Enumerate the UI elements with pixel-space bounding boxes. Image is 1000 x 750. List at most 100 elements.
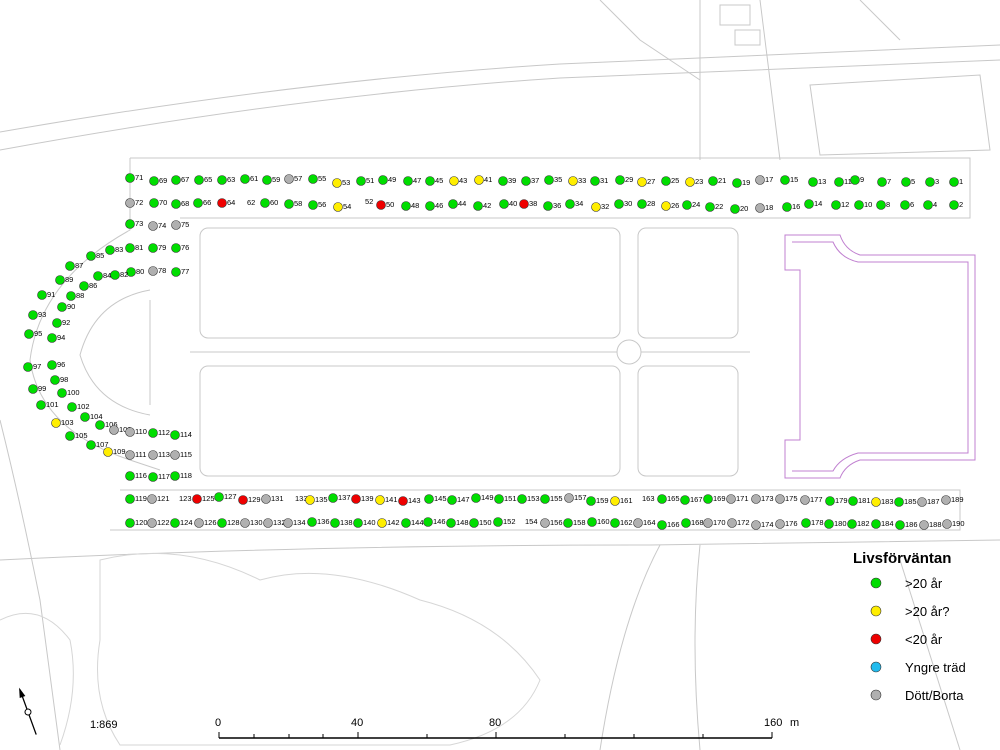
tree-marker[interactable] bbox=[305, 495, 315, 505]
tree-marker[interactable] bbox=[125, 198, 135, 208]
tree-marker[interactable] bbox=[565, 199, 575, 209]
tree-marker[interactable] bbox=[240, 518, 250, 528]
tree-marker[interactable] bbox=[148, 243, 158, 253]
tree-marker[interactable] bbox=[52, 318, 62, 328]
tree-point[interactable]: 181 bbox=[848, 496, 871, 506]
tree-point[interactable]: 2 bbox=[949, 200, 964, 210]
tree-point[interactable]: 40 bbox=[499, 199, 518, 209]
tree-point[interactable]: 102 bbox=[67, 402, 90, 412]
tree-point[interactable]: 3 bbox=[925, 177, 940, 187]
tree-point[interactable]: 63 bbox=[217, 175, 236, 185]
tree-point[interactable]: 152 bbox=[493, 517, 516, 527]
tree-marker[interactable] bbox=[877, 177, 887, 187]
tree-point[interactable]: 61 bbox=[240, 174, 259, 184]
tree-point[interactable]: 91 bbox=[37, 290, 56, 300]
tree-marker[interactable] bbox=[170, 450, 180, 460]
tree-marker[interactable] bbox=[871, 497, 881, 507]
tree-point[interactable]: 189 bbox=[941, 495, 964, 505]
tree-point[interactable]: 94 bbox=[47, 333, 66, 343]
tree-marker[interactable] bbox=[283, 518, 293, 528]
tree-marker[interactable] bbox=[103, 447, 113, 457]
tree-point[interactable]: 139 bbox=[351, 494, 374, 504]
tree-marker[interactable] bbox=[848, 496, 858, 506]
tree-point[interactable]: 147 bbox=[447, 495, 470, 505]
tree-marker[interactable] bbox=[894, 497, 904, 507]
tree-marker[interactable] bbox=[519, 199, 529, 209]
tree-point[interactable]: 158 bbox=[563, 518, 586, 528]
tree-point[interactable]: 154 bbox=[525, 517, 538, 526]
tree-marker[interactable] bbox=[637, 177, 647, 187]
tree-point[interactable]: 143 bbox=[398, 496, 421, 506]
tree-point[interactable]: 72 bbox=[125, 198, 144, 208]
tree-marker[interactable] bbox=[240, 174, 250, 184]
tree-marker[interactable] bbox=[125, 243, 135, 253]
tree-marker[interactable] bbox=[148, 472, 158, 482]
tree-marker[interactable] bbox=[125, 427, 135, 437]
tree-marker[interactable] bbox=[469, 518, 479, 528]
tree-marker[interactable] bbox=[284, 174, 294, 184]
tree-point[interactable]: 34 bbox=[565, 199, 584, 209]
tree-point[interactable]: 104 bbox=[80, 412, 103, 422]
tree-point[interactable]: 44 bbox=[448, 199, 467, 209]
tree-point[interactable]: 119 bbox=[125, 494, 147, 504]
tree-point[interactable]: 25 bbox=[661, 176, 680, 186]
tree-point[interactable]: 67 bbox=[171, 175, 190, 185]
tree-point[interactable]: 182 bbox=[847, 519, 870, 529]
tree-point[interactable]: 153 bbox=[517, 494, 540, 504]
tree-point[interactable]: 66 bbox=[193, 198, 212, 208]
tree-marker[interactable] bbox=[125, 450, 135, 460]
tree-point[interactable]: 15 bbox=[780, 175, 799, 185]
tree-marker[interactable] bbox=[171, 175, 181, 185]
tree-point[interactable]: 36 bbox=[543, 201, 562, 211]
tree-marker[interactable] bbox=[876, 200, 886, 210]
tree-point[interactable]: 23 bbox=[685, 177, 704, 187]
tree-marker[interactable] bbox=[36, 400, 46, 410]
tree-point[interactable]: 185 bbox=[894, 497, 917, 507]
tree-marker[interactable] bbox=[217, 198, 227, 208]
tree-marker[interactable] bbox=[260, 198, 270, 208]
tree-point[interactable]: 138 bbox=[330, 518, 353, 528]
tree-point[interactable]: 65 bbox=[194, 175, 213, 185]
tree-marker[interactable] bbox=[398, 496, 408, 506]
tree-point[interactable]: 87 bbox=[65, 261, 84, 271]
tree-point[interactable]: 144 bbox=[401, 518, 424, 528]
tree-point[interactable]: 27 bbox=[637, 177, 656, 187]
tree-marker[interactable] bbox=[217, 518, 227, 528]
tree-point[interactable]: 135 bbox=[305, 495, 328, 505]
tree-point[interactable]: 103 bbox=[51, 418, 74, 428]
tree-marker[interactable] bbox=[193, 198, 203, 208]
tree-point[interactable]: 48 bbox=[401, 201, 420, 211]
tree-marker[interactable] bbox=[57, 302, 67, 312]
tree-marker[interactable] bbox=[171, 243, 181, 253]
tree-point[interactable]: 81 bbox=[125, 243, 144, 253]
tree-point[interactable]: 140 bbox=[353, 518, 376, 528]
tree-point[interactable]: 32 bbox=[591, 202, 610, 212]
tree-point[interactable]: 19 bbox=[732, 178, 751, 188]
tree-marker[interactable] bbox=[47, 360, 57, 370]
tree-marker[interactable] bbox=[900, 200, 910, 210]
tree-marker[interactable] bbox=[831, 200, 841, 210]
tree-point[interactable]: 127 bbox=[214, 492, 237, 502]
tree-point[interactable]: 134 bbox=[283, 518, 306, 528]
tree-marker[interactable] bbox=[755, 175, 765, 185]
tree-marker[interactable] bbox=[901, 177, 911, 187]
tree-marker[interactable] bbox=[825, 496, 835, 506]
tree-marker[interactable] bbox=[499, 199, 509, 209]
tree-marker[interactable] bbox=[217, 175, 227, 185]
tree-marker[interactable] bbox=[170, 518, 180, 528]
tree-point[interactable]: 78 bbox=[148, 266, 167, 276]
tree-marker[interactable] bbox=[633, 518, 643, 528]
tree-point[interactable]: 31 bbox=[590, 176, 609, 186]
tree-marker[interactable] bbox=[591, 202, 601, 212]
tree-marker[interactable] bbox=[308, 200, 318, 210]
tree-marker[interactable] bbox=[942, 519, 952, 529]
tree-marker[interactable] bbox=[401, 201, 411, 211]
tree-marker[interactable] bbox=[148, 450, 158, 460]
tree-marker[interactable] bbox=[50, 375, 60, 385]
tree-marker[interactable] bbox=[55, 275, 65, 285]
tree-point[interactable]: 176 bbox=[775, 519, 798, 529]
tree-point[interactable]: 150 bbox=[469, 518, 492, 528]
tree-point[interactable]: 45 bbox=[425, 176, 444, 186]
tree-marker[interactable] bbox=[65, 261, 75, 271]
tree-marker[interactable] bbox=[780, 175, 790, 185]
